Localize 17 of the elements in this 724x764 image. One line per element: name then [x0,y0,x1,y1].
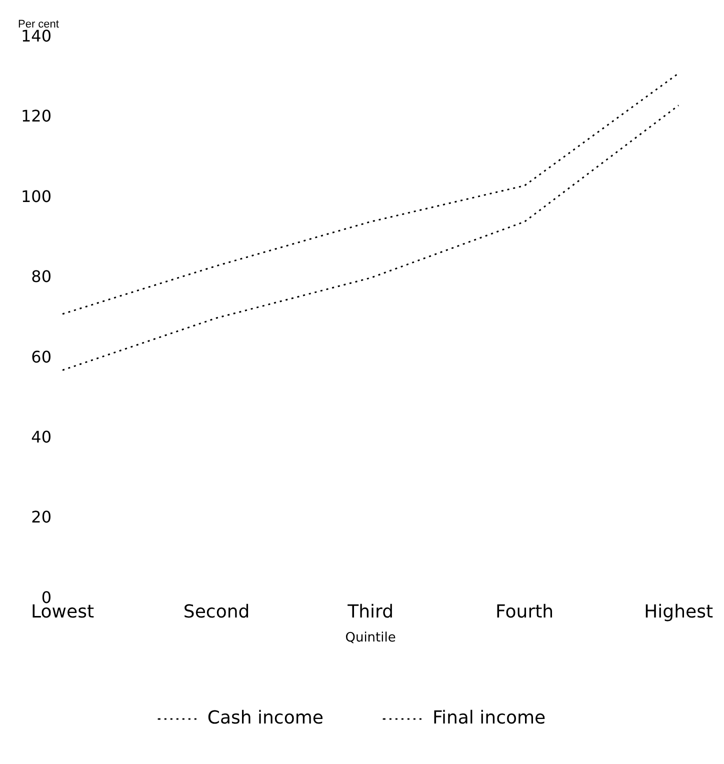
y-axis-title: Per cent [18,18,59,31]
x-tick-label: Third [346,601,394,622]
x-tick-label: Fourth [496,601,554,622]
y-tick-label: 20 [31,508,52,527]
y-tick-label: 0 [41,588,52,607]
line-series [62,72,680,315]
y-tick-label: 60 [31,347,52,366]
x-tick-label: Second [183,601,250,622]
legend-label: Final income [432,708,546,729]
y-tick-label: 120 [20,106,52,126]
x-axis-title: Quintile [345,630,396,646]
y-tick-label: 40 [31,428,52,446]
x-tick-label: Highest [644,601,714,622]
y-tick-label: 80 [31,267,52,286]
legend-label: Cash income [207,708,324,729]
y-tick-label: 100 [20,186,52,206]
line-series [62,104,680,371]
